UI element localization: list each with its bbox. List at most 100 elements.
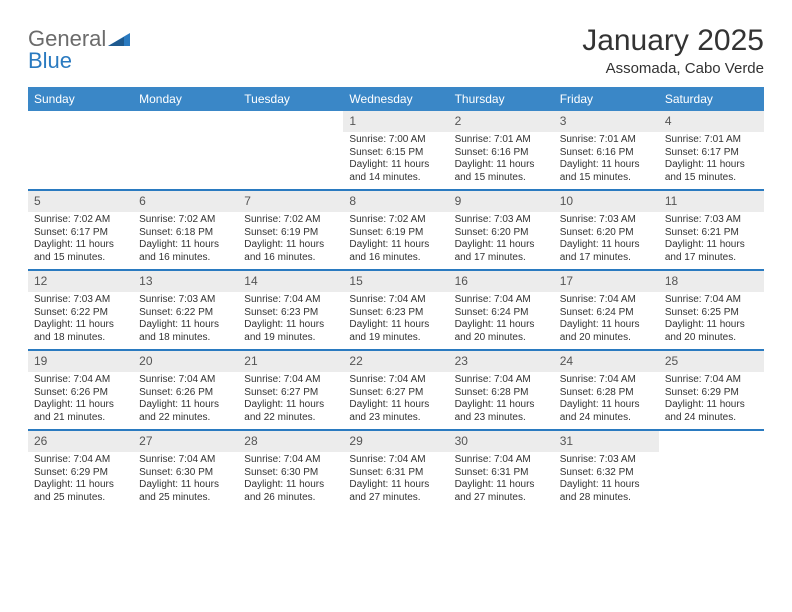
day-number: 28: [244, 434, 257, 449]
daynum-row: 6: [133, 191, 238, 212]
sunset-text: Sunset: 6:23 PM: [349, 307, 442, 320]
day-number: 31: [560, 434, 573, 449]
sunrise-text: Sunrise: 7:04 AM: [455, 454, 548, 467]
daynum-row: 31: [554, 431, 659, 452]
daynum-row: [28, 111, 133, 131]
day-body: Sunrise: 7:04 AMSunset: 6:31 PMDaylight:…: [343, 452, 448, 508]
day-body: Sunrise: 7:04 AMSunset: 6:27 PMDaylight:…: [343, 372, 448, 428]
day-cell: 1Sunrise: 7:00 AMSunset: 6:15 PMDaylight…: [343, 111, 448, 189]
day-number: 10: [560, 194, 573, 209]
weekday-label: Thursday: [449, 87, 554, 111]
day-number: 6: [139, 194, 146, 209]
day-cell: 5Sunrise: 7:02 AMSunset: 6:17 PMDaylight…: [28, 191, 133, 269]
sunset-text: Sunset: 6:22 PM: [139, 307, 232, 320]
daylight-text: Daylight: 11 hours and 17 minutes.: [560, 239, 653, 264]
daylight-text: Daylight: 11 hours and 16 minutes.: [139, 239, 232, 264]
day-body: Sunrise: 7:04 AMSunset: 6:30 PMDaylight:…: [238, 452, 343, 508]
week-row: 19Sunrise: 7:04 AMSunset: 6:26 PMDayligh…: [28, 351, 764, 431]
day-number: 11: [665, 194, 677, 209]
day-number: 26: [34, 434, 47, 449]
sunrise-text: Sunrise: 7:04 AM: [560, 294, 653, 307]
day-cell: 17Sunrise: 7:04 AMSunset: 6:24 PMDayligh…: [554, 271, 659, 349]
weekday-label: Saturday: [659, 87, 764, 111]
sunrise-text: Sunrise: 7:02 AM: [244, 214, 337, 227]
sunrise-text: Sunrise: 7:02 AM: [349, 214, 442, 227]
sunset-text: Sunset: 6:16 PM: [560, 147, 653, 160]
day-body: Sunrise: 7:04 AMSunset: 6:31 PMDaylight:…: [449, 452, 554, 508]
daylight-text: Daylight: 11 hours and 16 minutes.: [349, 239, 442, 264]
sunset-text: Sunset: 6:28 PM: [560, 387, 653, 400]
day-body: Sunrise: 7:01 AMSunset: 6:16 PMDaylight:…: [554, 132, 659, 188]
day-cell: [659, 431, 764, 509]
day-number: 9: [455, 194, 462, 209]
sunrise-text: Sunrise: 7:01 AM: [455, 134, 548, 147]
day-body: Sunrise: 7:04 AMSunset: 6:25 PMDaylight:…: [659, 292, 764, 348]
sunrise-text: Sunrise: 7:04 AM: [139, 454, 232, 467]
sunset-text: Sunset: 6:26 PM: [34, 387, 127, 400]
day-number: 22: [349, 354, 362, 369]
day-body: Sunrise: 7:04 AMSunset: 6:29 PMDaylight:…: [659, 372, 764, 428]
daylight-text: Daylight: 11 hours and 23 minutes.: [349, 399, 442, 424]
daylight-text: Daylight: 11 hours and 27 minutes.: [455, 479, 548, 504]
day-cell: 16Sunrise: 7:04 AMSunset: 6:24 PMDayligh…: [449, 271, 554, 349]
day-cell: 8 Sunrise: 7:02 AMSunset: 6:19 PMDaylight…: [343, 191, 448, 269]
day-number: 25: [665, 354, 678, 369]
daynum-row: 19: [28, 351, 133, 372]
daynum-row: 20: [133, 351, 238, 372]
sunset-text: Sunset: 6:26 PM: [139, 387, 232, 400]
sunset-text: Sunset: 6:19 PM: [349, 227, 442, 240]
weeks-container: 1Sunrise: 7:00 AMSunset: 6:15 PMDaylight…: [28, 111, 764, 509]
sunset-text: Sunset: 6:20 PM: [560, 227, 653, 240]
day-cell: 13Sunrise: 7:03 AMSunset: 6:22 PMDayligh…: [133, 271, 238, 349]
day-cell: 27Sunrise: 7:04 AMSunset: 6:30 PMDayligh…: [133, 431, 238, 509]
day-number: 29: [349, 434, 362, 449]
daynum-row: 1: [343, 111, 448, 132]
day-number: 27: [139, 434, 152, 449]
day-body: Sunrise: 7:03 AMSunset: 6:22 PMDaylight:…: [133, 292, 238, 348]
day-cell: 11Sunrise: 7:03 AMSunset: 6:21 PMDayligh…: [659, 191, 764, 269]
sunset-text: Sunset: 6:28 PM: [455, 387, 548, 400]
daynum-row: 25: [659, 351, 764, 372]
day-number: 15: [349, 274, 362, 289]
week-row: 1Sunrise: 7:00 AMSunset: 6:15 PMDaylight…: [28, 111, 764, 191]
daynum-row: 13: [133, 271, 238, 292]
daylight-text: Daylight: 11 hours and 25 minutes.: [139, 479, 232, 504]
day-body: Sunrise: 7:03 AMSunset: 6:22 PMDaylight:…: [28, 292, 133, 348]
calendar-page: General Blue January 2025 Assomada, Cabo…: [0, 0, 792, 529]
day-cell: 14Sunrise: 7:04 AMSunset: 6:23 PMDayligh…: [238, 271, 343, 349]
sunrise-text: Sunrise: 7:03 AM: [560, 454, 653, 467]
day-cell: 12Sunrise: 7:03 AMSunset: 6:22 PMDayligh…: [28, 271, 133, 349]
daynum-row: 30: [449, 431, 554, 452]
daynum-row: 24: [554, 351, 659, 372]
day-number: 23: [455, 354, 468, 369]
calendar-grid: Sunday Monday Tuesday Wednesday Thursday…: [28, 87, 764, 509]
daynum-row: [238, 111, 343, 131]
daynum-row: 16: [449, 271, 554, 292]
sunrise-text: Sunrise: 7:03 AM: [560, 214, 653, 227]
day-cell: 10 Sunrise: 7:03 AMSunset: 6:20 PMDayligh…: [554, 191, 659, 269]
daynum-row: 18: [659, 271, 764, 292]
day-body: Sunrise: 7:04 AMSunset: 6:28 PMDaylight:…: [554, 372, 659, 428]
day-cell: 28 Sunrise: 7:04 AMSunset: 6:30 PMDayligh…: [238, 431, 343, 509]
sunset-text: Sunset: 6:29 PM: [34, 467, 127, 480]
sunset-text: Sunset: 6:23 PM: [244, 307, 337, 320]
day-cell: 15Sunrise: 7:04 AMSunset: 6:23 PMDayligh…: [343, 271, 448, 349]
daylight-text: Daylight: 11 hours and 16 minutes.: [244, 239, 337, 264]
day-body: Sunrise: 7:04 AMSunset: 6:29 PMDaylight:…: [28, 452, 133, 508]
sunset-text: Sunset: 6:27 PM: [244, 387, 337, 400]
day-body: Sunrise: 7:04 AMSunset: 6:23 PMDaylight:…: [238, 292, 343, 348]
sunrise-text: Sunrise: 7:04 AM: [349, 374, 442, 387]
day-number: 8: [349, 194, 356, 209]
sunrise-text: Sunrise: 7:04 AM: [560, 374, 653, 387]
daylight-text: Daylight: 11 hours and 21 minutes.: [34, 399, 127, 424]
day-number: 21: [244, 354, 257, 369]
daynum-row: 2: [449, 111, 554, 132]
day-body: Sunrise: 7:04 AMSunset: 6:24 PMDaylight:…: [449, 292, 554, 348]
day-body: Sunrise: 7:02 AMSunset: 6:19 PMDaylight:…: [238, 212, 343, 268]
day-body: [133, 131, 238, 137]
daynum-row: [659, 431, 764, 451]
day-cell: 21Sunrise: 7:04 AMSunset: 6:27 PMDayligh…: [238, 351, 343, 429]
week-row: 26Sunrise: 7:04 AMSunset: 6:29 PMDayligh…: [28, 431, 764, 509]
daylight-text: Daylight: 11 hours and 18 minutes.: [34, 319, 127, 344]
day-cell: 29 Sunrise: 7:04 AMSunset: 6:31 PMDayligh…: [343, 431, 448, 509]
